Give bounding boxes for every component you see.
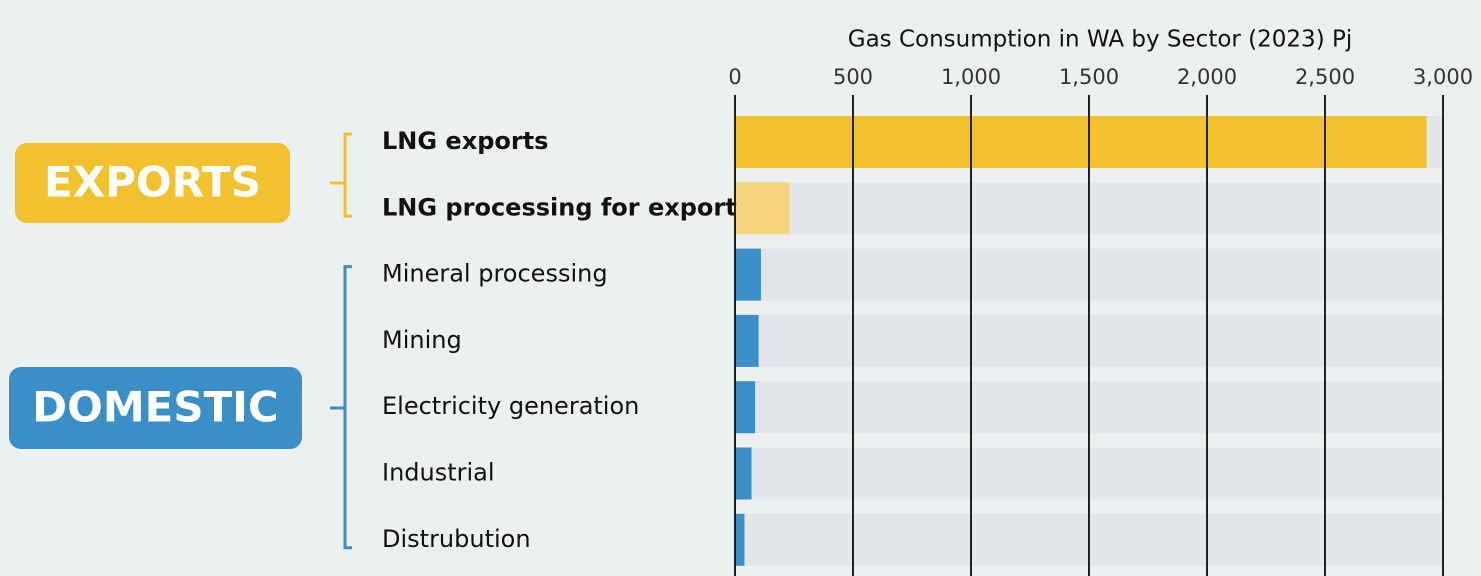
x-tick-label: 2,500 bbox=[1295, 65, 1355, 89]
group-pill bbox=[9, 367, 302, 449]
category-label: Distrubution bbox=[382, 525, 531, 553]
x-tick-label: 1,500 bbox=[1059, 65, 1119, 89]
group-pill bbox=[15, 143, 290, 223]
group-bracket bbox=[330, 132, 352, 218]
x-tick-label: 2,000 bbox=[1177, 65, 1237, 89]
bar bbox=[735, 381, 756, 434]
category-label: LNG exports bbox=[382, 127, 548, 155]
category-label: Mining bbox=[382, 326, 462, 354]
group-bracket bbox=[330, 265, 352, 550]
category-label: Mineral processing bbox=[382, 260, 608, 288]
bar bbox=[735, 314, 759, 367]
category-label: LNG processing for export bbox=[382, 193, 737, 221]
group-label: DOMESTIC bbox=[32, 383, 278, 432]
x-tick-label: 3,000 bbox=[1413, 65, 1473, 89]
chart-title: Gas Consumption in WA by Sector (2023) P… bbox=[848, 27, 1352, 53]
x-tick-label: 1,000 bbox=[941, 65, 1001, 89]
bar bbox=[735, 182, 790, 235]
bar bbox=[735, 447, 752, 500]
bar bbox=[735, 513, 745, 566]
x-tick-label: 500 bbox=[833, 65, 873, 89]
x-tick-label: 0 bbox=[728, 65, 741, 89]
category-label: Industrial bbox=[382, 459, 495, 487]
bar bbox=[735, 116, 1427, 168]
category-label: Electricity generation bbox=[382, 392, 639, 420]
group-label: EXPORTS bbox=[44, 158, 261, 207]
bar bbox=[735, 248, 761, 301]
